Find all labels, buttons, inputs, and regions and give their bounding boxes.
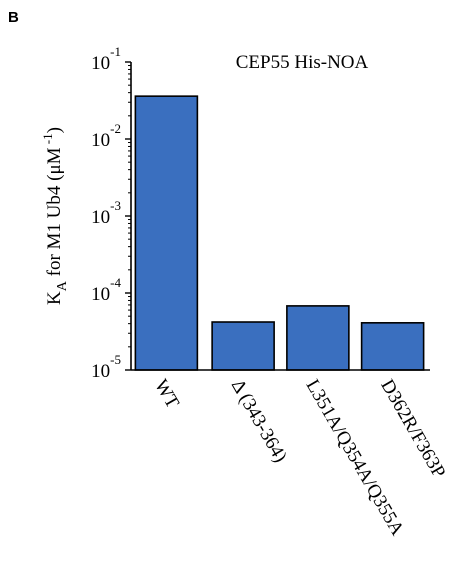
bars-group <box>134 95 425 371</box>
bar <box>134 95 199 371</box>
bar <box>211 321 275 371</box>
y-axis-label-group: KA for M1 Ub4 (μM -1) <box>40 127 70 305</box>
y-tick-label: 10-4 <box>91 275 121 305</box>
y-tick-exponent: -1 <box>110 44 121 59</box>
x-labels-group: WT Δ (343-364) L351A/Q354A/Q355AD362R/F363… <box>150 376 449 539</box>
y-tick-base: 10 <box>91 130 110 151</box>
y-ticks-group: 10-510-410-310-210-1 <box>91 44 131 382</box>
y-axis-label-rest: for M1 Ub4 (μM <box>44 147 65 281</box>
y-axis-label: KA for M1 Ub4 (μM -1) <box>40 127 70 305</box>
y-tick-base: 10 <box>91 284 110 305</box>
y-tick-exponent: -2 <box>110 121 121 136</box>
y-tick-exponent: -5 <box>110 352 121 367</box>
y-tick-base: 10 <box>91 207 110 228</box>
y-tick-label: 10-1 <box>91 44 121 74</box>
y-tick-label: 10-5 <box>91 352 121 382</box>
bar <box>360 322 425 371</box>
y-tick-label: 10-2 <box>91 121 121 151</box>
y-tick-base: 10 <box>91 53 110 74</box>
panel-label: B <box>8 9 19 26</box>
y-tick-label: 10-3 <box>91 198 121 228</box>
y-axis-label-superscript: -1 <box>40 133 55 147</box>
x-tick-label: Δ (343-364) <box>227 376 291 466</box>
x-tick-label: D362R/F363P <box>376 376 449 482</box>
y-axis-label-main: K <box>44 291 65 305</box>
y-axis-label-subscript: A <box>55 280 70 291</box>
y-tick-exponent: -3 <box>110 198 121 213</box>
y-tick-base: 10 <box>91 361 110 382</box>
chart-title: CEP55 His-NOA <box>236 52 369 73</box>
bar <box>286 305 350 371</box>
x-tick-label: WT <box>150 376 183 412</box>
y-tick-exponent: -4 <box>110 275 121 290</box>
y-axis-label-close: ) <box>44 127 65 133</box>
